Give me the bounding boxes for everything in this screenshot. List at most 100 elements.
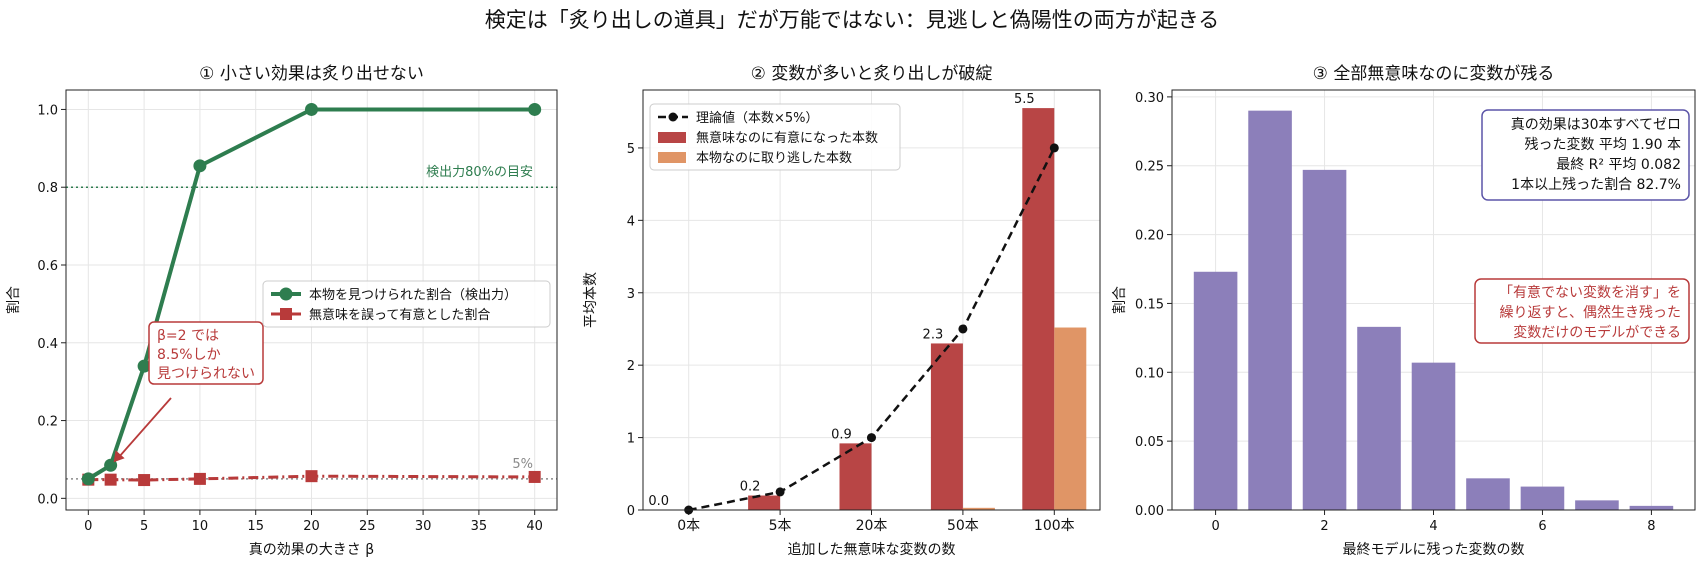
x-tick-label: 15 — [247, 519, 264, 534]
y-axis-label: 割合 — [1111, 286, 1128, 314]
power-marker — [305, 102, 318, 116]
y-tick-label: 0.30 — [1135, 91, 1164, 106]
y-tick-label: 0.6 — [37, 259, 58, 274]
x-tick-label: 0 — [1211, 519, 1219, 534]
x-tick-label: 8 — [1647, 519, 1655, 534]
panel-title: ① 小さい効果は炙り出せない — [199, 64, 424, 84]
legend-missed-label: 本物なのに取り逃した本数 — [696, 151, 852, 166]
theory-marker — [775, 487, 785, 497]
y-axis-label: 割合 — [5, 286, 22, 314]
x-axis-label: 真の効果の大きさ β — [249, 542, 374, 558]
x-tick-label: 6 — [1538, 519, 1546, 534]
bar-data-label: 5.5 — [1014, 92, 1035, 107]
annotation-box — [148, 321, 264, 385]
plot-frame — [65, 89, 558, 511]
info-box-line: 残った変数 平均 1.90 本 — [1524, 136, 1681, 153]
y-tick-label: 0.00 — [1135, 504, 1164, 519]
legend-noise-swatch — [658, 132, 686, 143]
theory-marker — [1049, 143, 1059, 153]
x-tick-label: 20 — [303, 519, 320, 534]
count-bar — [1302, 169, 1347, 511]
x-tick-label: 5本 — [769, 518, 792, 534]
x-tick-label: 10 — [192, 519, 209, 534]
y-axis-label: 平均本数 — [583, 272, 599, 328]
noise-bar — [748, 495, 781, 510]
fpr-marker — [528, 470, 541, 483]
fpr-marker — [193, 472, 206, 485]
note-box — [1474, 278, 1690, 344]
y-tick-label: 0.05 — [1135, 435, 1164, 450]
y-tick-label: 0.0 — [37, 492, 58, 507]
legend-power-label: 本物を見つけられた割合（検出力） — [309, 287, 517, 303]
bar-data-label: 0.0 — [648, 494, 669, 509]
power-marker — [193, 159, 207, 173]
x-tick-label: 25 — [359, 519, 376, 534]
count-bar — [1575, 500, 1619, 510]
y-tick-label: 0.2 — [37, 415, 58, 430]
y-tick-label: 4 — [627, 214, 635, 229]
x-tick-label: 30 — [415, 519, 432, 534]
bar-data-label: 0.9 — [831, 427, 852, 442]
legend-fpr-marker — [280, 308, 292, 320]
plot-frame — [1171, 89, 1696, 511]
panel-title: ③ 全部無意味なのに変数が残る — [1313, 64, 1555, 84]
y-tick-label: 5 — [627, 142, 635, 157]
legend-theory-label: 理論値（本数×5%） — [696, 110, 819, 126]
y-tick-label: 1.0 — [37, 103, 58, 118]
info-box-line: 1本以上残った割合 82.7% — [1511, 176, 1681, 193]
info-box-line: 真の効果は30本すべてゼロ — [1511, 117, 1681, 133]
note-box-line: 「有意でない変数を消す」を — [1499, 284, 1681, 301]
note-box-line: 変数だけのモデルができる — [1513, 324, 1681, 341]
noise-bar — [1022, 108, 1055, 510]
plot-frame — [642, 89, 1101, 511]
power-marker — [81, 472, 95, 486]
y-tick-label: 0 — [627, 504, 635, 519]
power-marker — [528, 102, 542, 116]
fpr-marker — [138, 474, 151, 487]
power-marker — [137, 359, 151, 373]
count-bar — [1248, 110, 1292, 511]
legend-noise-label: 無意味なのに有意になった本数 — [696, 130, 878, 146]
note-box-line: 繰り返すと、偶然生き残った — [1500, 304, 1681, 321]
legend-fpr-label: 無意味を誤って有意とした割合 — [309, 307, 490, 323]
y-tick-label: 0.25 — [1135, 160, 1164, 175]
count-bar — [1629, 505, 1674, 510]
x-tick-label: 2 — [1320, 519, 1328, 534]
x-tick-label: 100本 — [1034, 518, 1075, 534]
panel-title: ② 変数が多いと炙り出しが破綻 — [751, 64, 993, 84]
x-tick-label: 20本 — [856, 518, 888, 534]
missed-bar — [962, 507, 995, 510]
y-tick-label: 1 — [627, 432, 635, 447]
theory-marker — [958, 324, 968, 334]
x-axis-label: 追加した無意味な変数の数 — [788, 541, 956, 558]
fpr-line — [88, 474, 535, 482]
figure-title: 検定は「炙り出しの道具」だが万能ではない：見逃しと偽陽性の両方が起きる — [485, 8, 1220, 32]
count-bar — [1193, 271, 1238, 510]
x-tick-label: 0本 — [677, 518, 700, 534]
y-tick-label: 0.10 — [1135, 366, 1164, 381]
annotation-text: 8.5%しか — [157, 347, 221, 363]
annotation-arrowhead — [113, 450, 125, 463]
y-tick-label: 2 — [627, 359, 635, 374]
count-bar — [1520, 486, 1565, 510]
annotation-text: 見つけられない — [157, 366, 255, 382]
noise-bar — [839, 443, 872, 510]
x-tick-label: 35 — [471, 519, 488, 534]
fpr-marker — [305, 470, 318, 483]
noise-bar — [930, 343, 963, 510]
legend-box — [262, 280, 551, 328]
y-tick-label: 0.4 — [37, 337, 58, 352]
x-axis-label: 最終モデルに残った変数の数 — [1343, 541, 1525, 558]
y-tick-label: 0.8 — [37, 181, 58, 196]
annotation-arrow — [118, 397, 172, 457]
bar-data-label: 2.3 — [923, 327, 944, 342]
theory-marker — [867, 433, 876, 443]
missed-bar — [1054, 327, 1087, 510]
bar-data-label: 0.2 — [740, 480, 761, 495]
y-tick-label: 0.15 — [1135, 297, 1164, 312]
alpha-label: 5% — [512, 457, 533, 472]
power-target-label: 検出力80%の目安 — [426, 165, 533, 180]
